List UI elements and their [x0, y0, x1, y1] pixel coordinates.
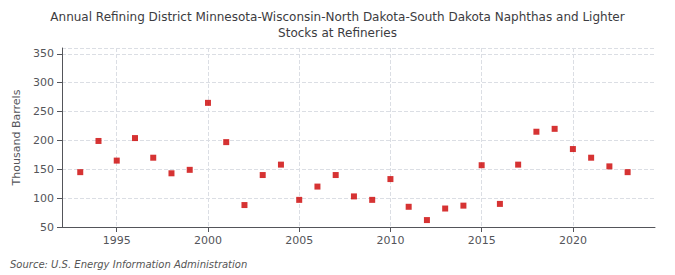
svg-text:2010: 2010 — [376, 234, 404, 247]
svg-text:250: 250 — [33, 105, 54, 118]
svg-text:300: 300 — [33, 76, 54, 89]
svg-text:2005: 2005 — [285, 234, 313, 247]
svg-text:350: 350 — [33, 47, 54, 60]
svg-text:2000: 2000 — [194, 234, 222, 247]
svg-text:100: 100 — [33, 192, 54, 205]
svg-text:2020: 2020 — [559, 234, 587, 247]
svg-text:Stocks at Refineries: Stocks at Refineries — [278, 26, 397, 40]
svg-text:Annual Refining District Minne: Annual Refining District Minnesota-Wisco… — [50, 10, 624, 24]
svg-text:50: 50 — [40, 221, 54, 234]
svg-text:Thousand Barrels: Thousand Barrels — [10, 89, 23, 186]
svg-text:2015: 2015 — [468, 234, 496, 247]
svg-text:1995: 1995 — [103, 234, 131, 247]
svg-text:200: 200 — [33, 134, 54, 147]
svg-text:Source: U.S. Energy Informatio: Source: U.S. Energy Information Administ… — [10, 259, 247, 270]
svg-text:150: 150 — [33, 163, 54, 176]
